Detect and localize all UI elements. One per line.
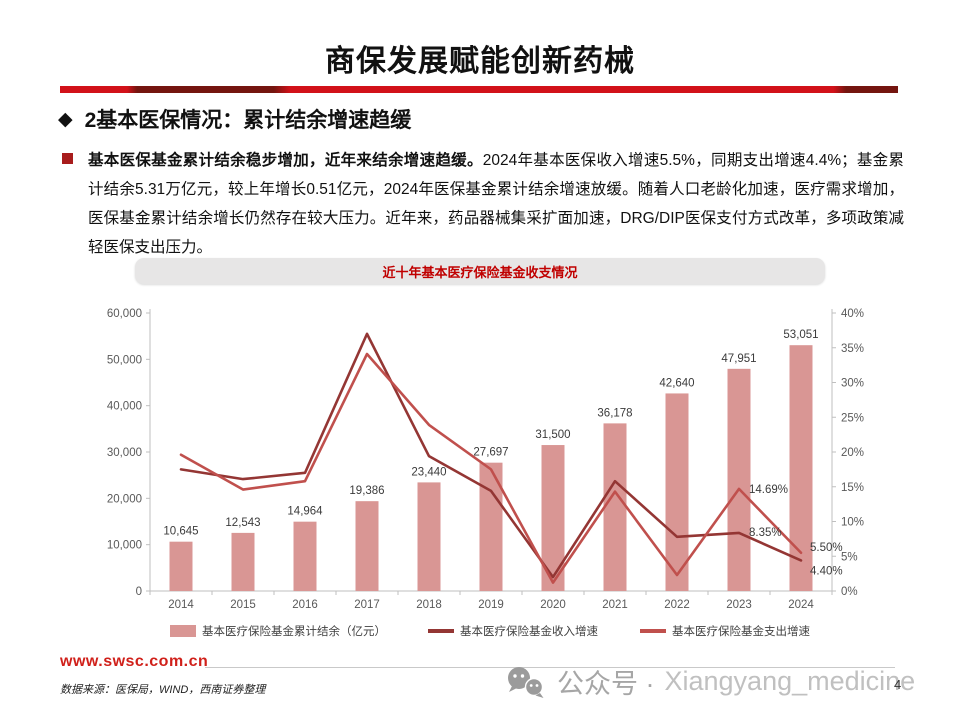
page-title: 商保发展赋能创新药械 <box>325 45 635 78</box>
right-axis-tick-label: 40% <box>841 308 864 320</box>
bar <box>231 532 255 591</box>
bar-value-label: 19,386 <box>349 485 384 497</box>
legend-item: 基本医疗保险基金支出增速 <box>640 623 810 639</box>
bar <box>603 423 627 591</box>
x-axis-category-label: 2021 <box>602 599 628 611</box>
left-axis-tick-label: 50,000 <box>107 354 142 366</box>
right-axis-tick-label: 10% <box>841 517 864 529</box>
chart-canvas: 0 10,000 20,000 30,000 40,000 50,000 60,000 0% 5… <box>107 308 864 611</box>
x-axis-category-label: 2014 <box>168 599 194 611</box>
bar <box>789 345 813 591</box>
right-axis-tick-label: 15% <box>841 482 864 494</box>
bar <box>293 521 317 591</box>
section-heading: 2基本医保情况：累计结余增速趋缓 <box>84 109 412 132</box>
left-axis-tick-label: 0 <box>136 586 142 598</box>
bar-value-label: 47,951 <box>721 353 756 365</box>
bar-value-label: 31,500 <box>535 429 570 441</box>
wechat-label: 公众号 · <box>557 669 655 699</box>
x-axis-category-label: 2019 <box>478 599 504 611</box>
left-axis-tick-label: 20,000 <box>107 493 142 505</box>
legend-item: 基本医疗保险基金累计结余（亿元） <box>170 623 386 639</box>
right-axis-tick-label: 5% <box>841 551 858 563</box>
chart-legend: 基本医疗保险基金累计结余（亿元） 基本医疗保险基金收入增速 基本医疗保险基金支出增速 <box>95 623 885 639</box>
body-paragraph: 基本医保基金累计结余稳步增加，近年来结余增速趋缓。2024年基本医保收入增速5.… <box>88 146 904 262</box>
legend-label: 基本医疗保险基金收入增速 <box>460 626 598 638</box>
right-axis-tick-label: 25% <box>841 412 864 424</box>
bar <box>355 501 379 591</box>
bar <box>727 368 751 591</box>
bar <box>541 445 565 591</box>
x-axis-category-label: 2018 <box>416 599 442 611</box>
section-heading-row: ◆ 2基本医保情况：累计结余增速趋缓 <box>58 104 411 134</box>
wechat-account: Xiangyang_medicine <box>664 666 916 696</box>
chart-title-banner: 近十年基本医疗保险基金收支情况 <box>135 258 825 284</box>
chart-title: 近十年基本医疗保险基金收支情况 <box>382 264 578 280</box>
line-point-label: 14.69% <box>749 484 788 496</box>
footer-divider <box>205 667 895 668</box>
bar-value-label: 10,645 <box>163 526 198 538</box>
bar-value-label: 12,543 <box>225 517 260 529</box>
combo-chart: 0 10,000 20,000 30,000 40,000 50,000 60,000 0% 5… <box>95 295 895 655</box>
legend-line-swatch <box>428 629 454 633</box>
x-axis-category-label: 2023 <box>726 599 752 611</box>
legend-line-swatch <box>640 629 666 633</box>
x-axis-category-label: 2015 <box>230 599 256 611</box>
bar-value-label: 42,640 <box>659 377 694 389</box>
legend-label: 基本医疗保险基金累计结余（亿元） <box>202 626 386 638</box>
bar <box>479 462 503 591</box>
square-bullet-icon <box>62 153 73 164</box>
diamond-bullet-icon: ◆ <box>58 108 73 130</box>
income-growth-line <box>179 332 803 579</box>
x-axis-category-label: 2017 <box>354 599 380 611</box>
company-website-link[interactable]: www.swsc.com.cn <box>60 653 209 670</box>
body-paragraph-block: 基本医保基金累计结余稳步增加，近年来结余增速趋缓。2024年基本医保收入增速5.… <box>60 146 904 262</box>
bar-value-label: 14,964 <box>287 506 323 518</box>
paragraph-lead: 基本医保基金累计结余稳步增加，近年来结余增速趋缓。 <box>88 152 483 169</box>
wechat-icon <box>508 666 544 698</box>
x-axis-category-label: 2024 <box>788 599 814 611</box>
x-axis-category-label: 2020 <box>540 599 566 611</box>
right-axis-tick-label: 20% <box>841 447 864 459</box>
expenditure-growth-line <box>179 352 803 584</box>
line-point-label: 4.40% <box>810 565 843 577</box>
paragraph-rest: 2024年基本医保收入增速5.5%，同期支出增速4.4%；基金累计结余5.31万… <box>88 152 904 256</box>
bar <box>169 541 193 591</box>
data-source-note: 数据来源：医保局，WIND，西南证券整理 <box>60 684 266 696</box>
x-axis-category-label: 2016 <box>292 599 318 611</box>
legend-label: 基本医疗保险基金支出增速 <box>672 626 810 638</box>
page-number: 4 <box>894 677 902 692</box>
bar-value-label: 23,440 <box>411 466 446 478</box>
line-point-label: 8.35% <box>749 527 782 539</box>
right-axis-tick-label: 30% <box>841 378 864 390</box>
right-axis-tick-label: 0% <box>841 586 858 598</box>
header-accent-bar <box>60 86 898 93</box>
bar-value-label: 53,051 <box>783 329 818 341</box>
left-axis-tick-label: 10,000 <box>107 540 142 552</box>
legend-item: 基本医疗保险基金收入增速 <box>428 623 598 639</box>
bar-value-label: 36,178 <box>597 407 632 419</box>
bar <box>417 482 441 591</box>
x-axis-category-label: 2022 <box>664 599 690 611</box>
wechat-watermark: 公众号 · Xiangyang_medicine <box>505 662 915 701</box>
left-axis-tick-label: 40,000 <box>107 401 142 413</box>
bar <box>665 393 689 591</box>
left-axis-tick-label: 30,000 <box>107 447 142 459</box>
line-point-label: 5.50% <box>810 542 843 554</box>
bar-value-label: 27,697 <box>473 447 508 459</box>
legend-bar-swatch <box>170 625 196 637</box>
right-axis-tick-label: 35% <box>841 343 864 355</box>
left-axis-tick-label: 60,000 <box>107 308 142 320</box>
